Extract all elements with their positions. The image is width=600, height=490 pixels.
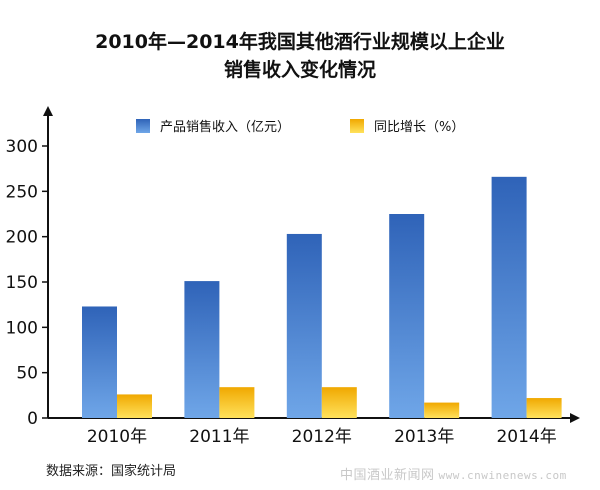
bar-yoy-growth (117, 394, 152, 418)
watermark-cn: 中国酒业新闻网 (340, 468, 435, 483)
chart-title-line1: 2010年—2014年我国其他酒行业规模以上企业 (95, 31, 505, 53)
y-tick-label: 0 (27, 409, 38, 429)
legend-swatch (136, 119, 150, 133)
y-tick-label: 100 (6, 318, 38, 338)
bars (82, 176, 562, 418)
x-tick-label: 2012年 (292, 427, 352, 447)
x-tick-label: 2010年 (87, 427, 147, 447)
y-axis-ticks: 0 50 100 150 200 250 300 (6, 137, 48, 429)
y-tick-label: 150 (6, 273, 38, 293)
legend-label: 产品销售收入（亿元） (160, 119, 290, 135)
bar-sales-revenue (491, 176, 527, 418)
legend: 产品销售收入（亿元） 同比增长（%） (136, 119, 464, 135)
legend-label: 同比增长（%） (374, 120, 464, 135)
watermark-url: www.cnwinenews.com (438, 469, 567, 482)
y-tick-label: 50 (16, 364, 38, 384)
bar-yoy-growth (219, 387, 255, 418)
y-tick-label: 300 (6, 137, 38, 157)
x-tick-label: 2011年 (189, 427, 249, 447)
watermark: 中国酒业新闻网 www.cnwinenews.com (340, 464, 567, 483)
chart-title-line2: 销售收入变化情况 (223, 59, 376, 81)
bar-sales-revenue (82, 306, 117, 418)
bar-yoy-growth (526, 398, 562, 418)
data-source-note: 数据来源：国家统计局 (46, 464, 177, 479)
bar-yoy-growth (321, 387, 357, 418)
legend-swatch (350, 119, 364, 133)
y-axis-arrow (43, 106, 53, 116)
bar-sales-revenue (389, 214, 425, 418)
bar-yoy-growth (424, 402, 460, 418)
x-axis-arrow (570, 413, 580, 423)
x-tick-label: 2014年 (496, 427, 556, 447)
chart-title: 2010年—2014年我国其他酒行业规模以上企业 销售收入变化情况 (0, 28, 600, 84)
bar-sales-revenue (184, 281, 220, 418)
bar-sales-revenue (286, 233, 322, 418)
x-tick-label: 2013年 (394, 427, 454, 447)
y-tick-label: 200 (6, 228, 38, 248)
x-axis-labels: 2010年 2011年 2012年 2013年 2014年 (87, 427, 557, 447)
y-tick-label: 250 (6, 182, 38, 202)
